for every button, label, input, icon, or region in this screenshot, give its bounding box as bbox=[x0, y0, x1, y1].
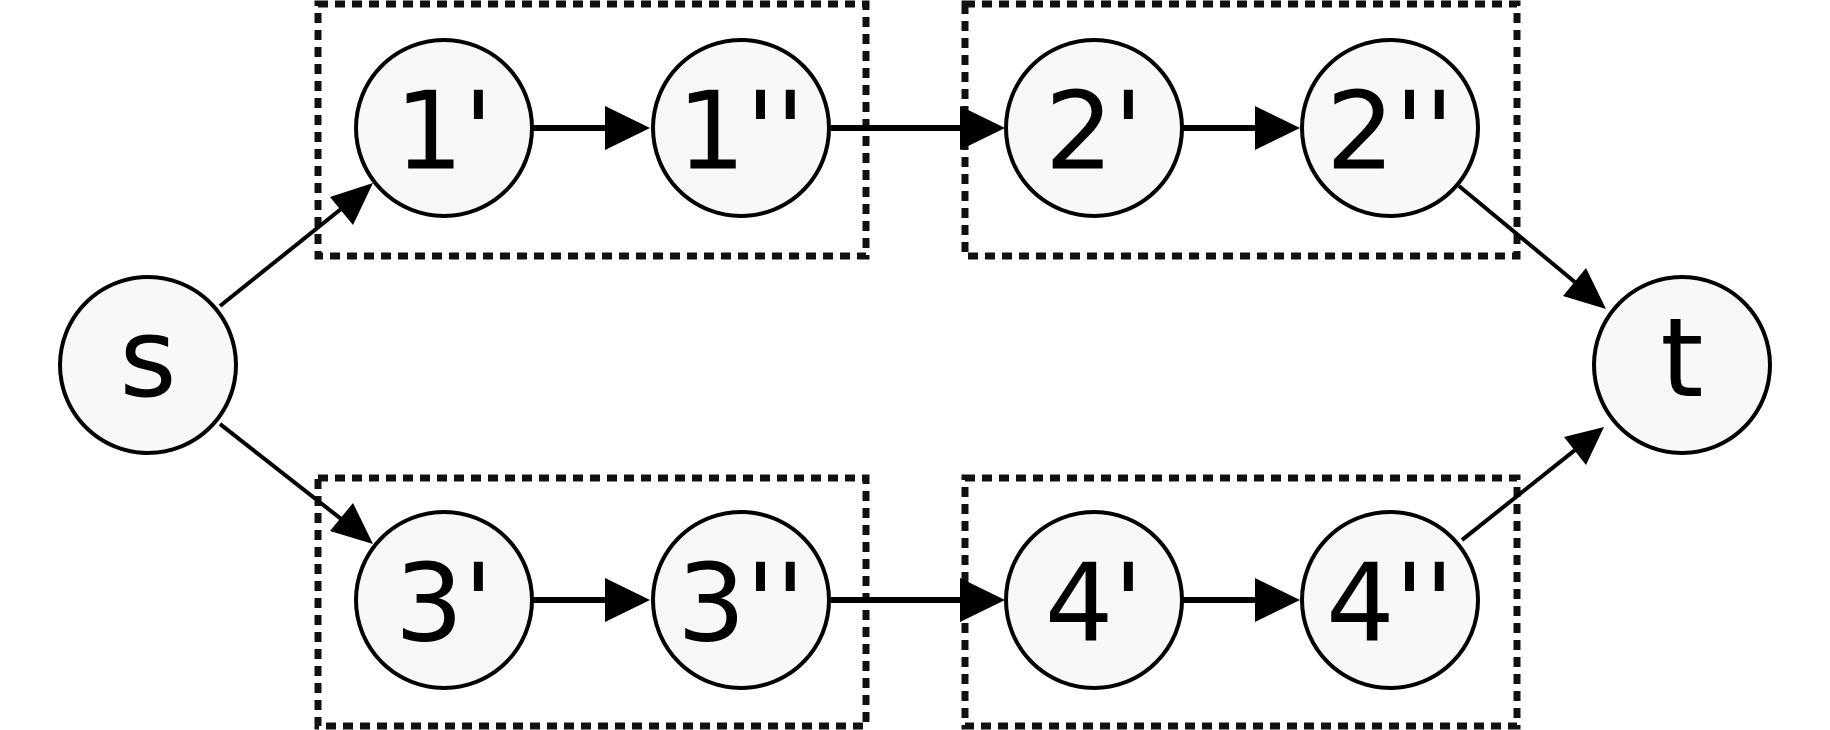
node-1-prime-label: 1' bbox=[395, 70, 493, 195]
edge-3b-4a bbox=[830, 578, 1005, 622]
edge-1b-2a bbox=[830, 106, 1005, 150]
edge-3a-3b bbox=[533, 578, 650, 622]
node-3-double-prime-label: 3'' bbox=[677, 542, 805, 667]
node-4-prime-label: 4' bbox=[1045, 542, 1143, 667]
node-t-label: t bbox=[1660, 294, 1703, 422]
node-s: s bbox=[58, 275, 238, 455]
node-2-prime: 2' bbox=[1004, 38, 1184, 218]
edge-1a-1b bbox=[533, 106, 650, 150]
node-2-double-prime: 2'' bbox=[1300, 38, 1480, 218]
edge-2b-t bbox=[1457, 184, 1606, 309]
node-1-prime: 1' bbox=[354, 38, 534, 218]
edge-4a-4b bbox=[1183, 578, 1300, 622]
node-3-double-prime: 3'' bbox=[651, 510, 831, 690]
node-1-double-prime-label: 1'' bbox=[677, 70, 805, 195]
node-3-prime-label: 3' bbox=[395, 542, 493, 667]
group-box-1 bbox=[314, 0, 870, 260]
node-t: t bbox=[1592, 275, 1772, 455]
node-3-prime: 3' bbox=[354, 510, 534, 690]
node-4-double-prime: 4'' bbox=[1300, 510, 1480, 690]
edge-s-3a bbox=[218, 422, 373, 544]
edge-4b-t bbox=[1460, 427, 1604, 542]
node-2-prime-label: 2' bbox=[1045, 70, 1143, 195]
group-box-4 bbox=[961, 474, 1521, 730]
node-s-label: s bbox=[119, 294, 176, 422]
node-1-double-prime: 1'' bbox=[651, 38, 831, 218]
node-4-prime: 4' bbox=[1004, 510, 1184, 690]
edge-s-1a bbox=[218, 183, 373, 308]
node-4-double-prime-label: 4'' bbox=[1326, 542, 1454, 667]
edge-2a-2b bbox=[1183, 106, 1300, 150]
node-2-double-prime-label: 2'' bbox=[1326, 70, 1454, 195]
